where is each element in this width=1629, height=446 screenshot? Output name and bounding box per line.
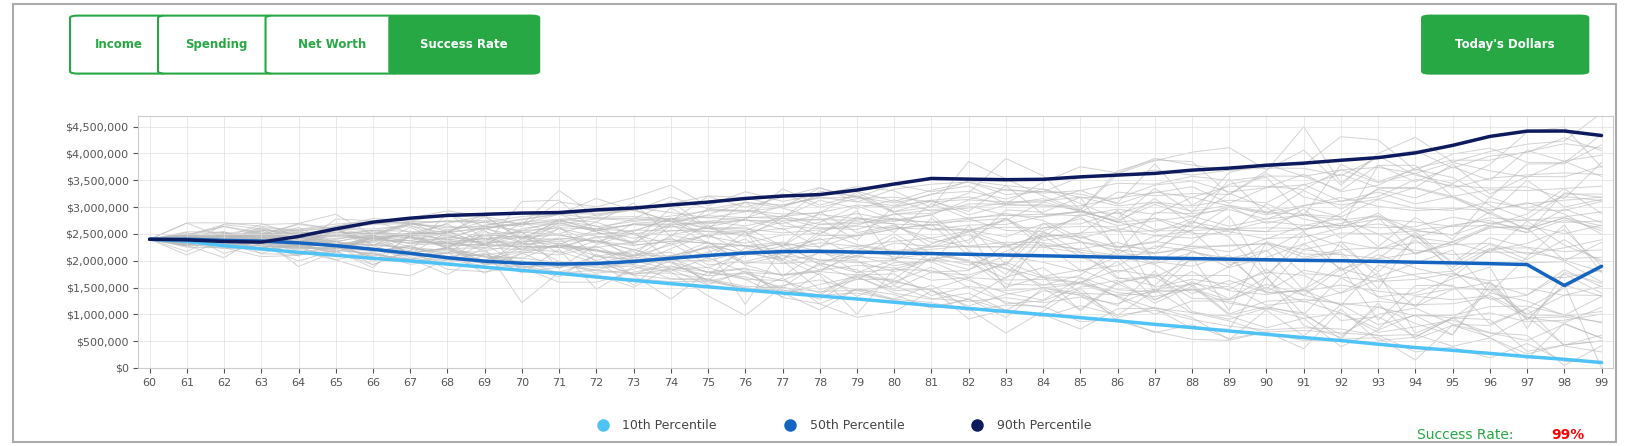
Text: 90th Percentile: 90th Percentile — [997, 418, 1091, 432]
Text: Success Rate: Success Rate — [420, 38, 508, 51]
Text: 99%: 99% — [1551, 428, 1583, 442]
Text: Today's Dollars: Today's Dollars — [1455, 38, 1556, 51]
Text: Net Worth: Net Worth — [298, 38, 367, 51]
Text: 10th Percentile: 10th Percentile — [622, 418, 717, 432]
Text: 50th Percentile: 50th Percentile — [810, 418, 904, 432]
Text: Income: Income — [94, 38, 143, 51]
Text: Spending: Spending — [186, 38, 248, 51]
Text: Success Rate:: Success Rate: — [1417, 428, 1513, 442]
